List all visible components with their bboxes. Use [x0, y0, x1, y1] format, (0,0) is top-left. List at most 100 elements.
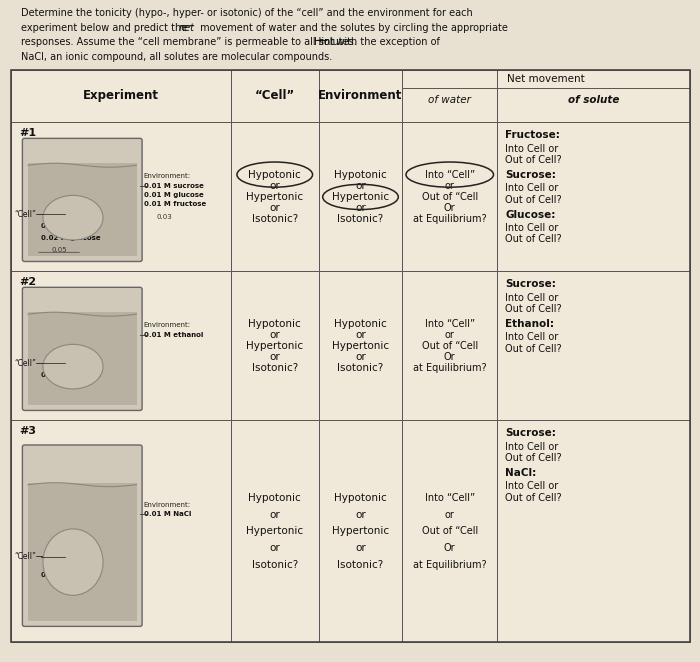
Bar [318, 271, 402, 420]
Text: NaCl:: NaCl: [505, 468, 537, 478]
Text: Out of Cell?: Out of Cell? [505, 453, 562, 463]
Text: or: or [270, 330, 280, 340]
Text: or: or [270, 203, 280, 213]
Text: Hypertonic: Hypertonic [332, 526, 389, 536]
Text: Sucrose:: Sucrose: [505, 279, 556, 289]
Text: Isotonic?: Isotonic? [337, 559, 384, 569]
Text: Hypotonic: Hypotonic [248, 169, 301, 179]
Text: Isotonic?: Isotonic? [251, 363, 298, 373]
FancyBboxPatch shape [28, 483, 136, 621]
FancyBboxPatch shape [22, 287, 142, 410]
Text: Hypertonic: Hypertonic [332, 341, 389, 351]
Text: Out of Cell?: Out of Cell? [505, 155, 562, 165]
Text: Hypertonic: Hypertonic [332, 192, 389, 202]
Text: Hypotonic: Hypotonic [334, 169, 387, 179]
Text: NaCl, an ionic compound, all solutes are molecular compounds.: NaCl, an ionic compound, all solutes are… [21, 52, 332, 62]
Text: Hypertonic: Hypertonic [246, 341, 303, 351]
Text: Isotonic?: Isotonic? [337, 214, 384, 224]
Text: Into Cell or: Into Cell or [505, 144, 559, 154]
Text: Into “Cell”: Into “Cell” [425, 318, 475, 328]
Text: Into Cell or: Into Cell or [505, 442, 559, 451]
Ellipse shape [43, 195, 103, 240]
Text: movement of water and the solutes by circling the appropriate: movement of water and the solutes by cir… [197, 23, 508, 32]
Text: or: or [355, 543, 366, 553]
Text: or: or [270, 352, 280, 362]
Text: Into Cell or: Into Cell or [505, 293, 559, 303]
Bar [231, 122, 318, 271]
Text: or: or [444, 330, 455, 340]
Text: Net movement: Net movement [507, 73, 585, 84]
Text: Out of Cell?: Out of Cell? [505, 304, 562, 314]
Text: Environment:: Environment: [144, 322, 190, 328]
Text: Ethanol:: Ethanol: [505, 319, 554, 329]
Bar [231, 420, 318, 642]
Text: Hypotonic: Hypotonic [248, 493, 301, 503]
Text: Environment: Environment [318, 89, 402, 103]
Text: Out of “Cell: Out of “Cell [421, 341, 478, 351]
Bar [497, 70, 690, 122]
Bar [318, 420, 402, 642]
Text: Hint: Hint [314, 37, 335, 47]
Text: Isotonic?: Isotonic? [337, 363, 384, 373]
Text: Environment:: Environment: [144, 173, 190, 179]
Bar [402, 122, 497, 271]
Text: Hypotonic: Hypotonic [248, 318, 301, 328]
Text: “Cell”—: “Cell”— [14, 210, 43, 218]
Text: “Cell”: “Cell” [255, 89, 295, 103]
Text: “Cell”—: “Cell”— [14, 553, 43, 561]
Bar [402, 70, 497, 122]
Text: Into Cell or: Into Cell or [505, 223, 559, 233]
Text: net: net [178, 23, 195, 32]
Bar [10, 122, 231, 271]
Bar [10, 271, 231, 420]
Text: or: or [444, 510, 455, 520]
Text: Sucrose:: Sucrose: [505, 170, 556, 180]
Text: Hypertonic: Hypertonic [246, 526, 303, 536]
Text: 0.03 M sucrose: 0.03 M sucrose [41, 223, 101, 229]
Bar [402, 420, 497, 642]
FancyBboxPatch shape [28, 164, 136, 256]
Text: or: or [355, 510, 366, 520]
Bar [0, 0, 700, 66]
Text: : with the exception of: : with the exception of [330, 37, 440, 47]
Text: at Equilibrium?: at Equilibrium? [413, 363, 486, 373]
Bar [497, 420, 690, 642]
Text: or: or [355, 330, 366, 340]
Text: of water: of water [428, 95, 471, 105]
Text: or: or [270, 510, 280, 520]
Text: 0.03: 0.03 [157, 214, 172, 220]
Text: Out of Cell?: Out of Cell? [505, 234, 562, 244]
Text: Out of “Cell: Out of “Cell [421, 526, 478, 536]
Bar [318, 70, 402, 122]
Text: Or: Or [444, 203, 456, 213]
Bar [318, 122, 402, 271]
FancyBboxPatch shape [22, 445, 142, 626]
Text: or: or [355, 181, 366, 191]
Text: Determine the tonicity (hypo-, hyper- or isotonic) of the “cell” and the environ: Determine the tonicity (hypo-, hyper- or… [21, 8, 472, 18]
Text: 0.01 M NaCl: 0.01 M NaCl [144, 512, 191, 518]
Text: Hypertonic: Hypertonic [246, 192, 303, 202]
Ellipse shape [43, 344, 103, 389]
Bar [402, 271, 497, 420]
Text: #1: #1 [19, 128, 36, 138]
Text: Isotonic?: Isotonic? [251, 559, 298, 569]
FancyBboxPatch shape [28, 312, 136, 405]
Text: at Equilibrium?: at Equilibrium? [413, 214, 486, 224]
Text: or: or [355, 352, 366, 362]
Text: at Equilibrium?: at Equilibrium? [413, 559, 486, 569]
Text: Or: Or [444, 352, 456, 362]
Bar [231, 271, 318, 420]
Bar [231, 70, 318, 122]
Text: 0.01 M sucrose: 0.01 M sucrose [41, 372, 101, 378]
Text: #3: #3 [19, 426, 36, 436]
Text: Out of Cell?: Out of Cell? [505, 493, 562, 502]
Text: 0.01 M sucrose: 0.01 M sucrose [144, 183, 204, 189]
Text: Into “Cell”: Into “Cell” [425, 169, 475, 179]
Ellipse shape [43, 529, 103, 595]
Text: Experiment: Experiment [83, 89, 159, 103]
Text: Into “Cell”: Into “Cell” [425, 493, 475, 503]
Text: of solute: of solute [568, 95, 619, 105]
Text: Sucrose:: Sucrose: [505, 428, 556, 438]
Text: 0.01 M ethanol: 0.01 M ethanol [144, 332, 203, 338]
Text: Out of “Cell: Out of “Cell [421, 192, 478, 202]
